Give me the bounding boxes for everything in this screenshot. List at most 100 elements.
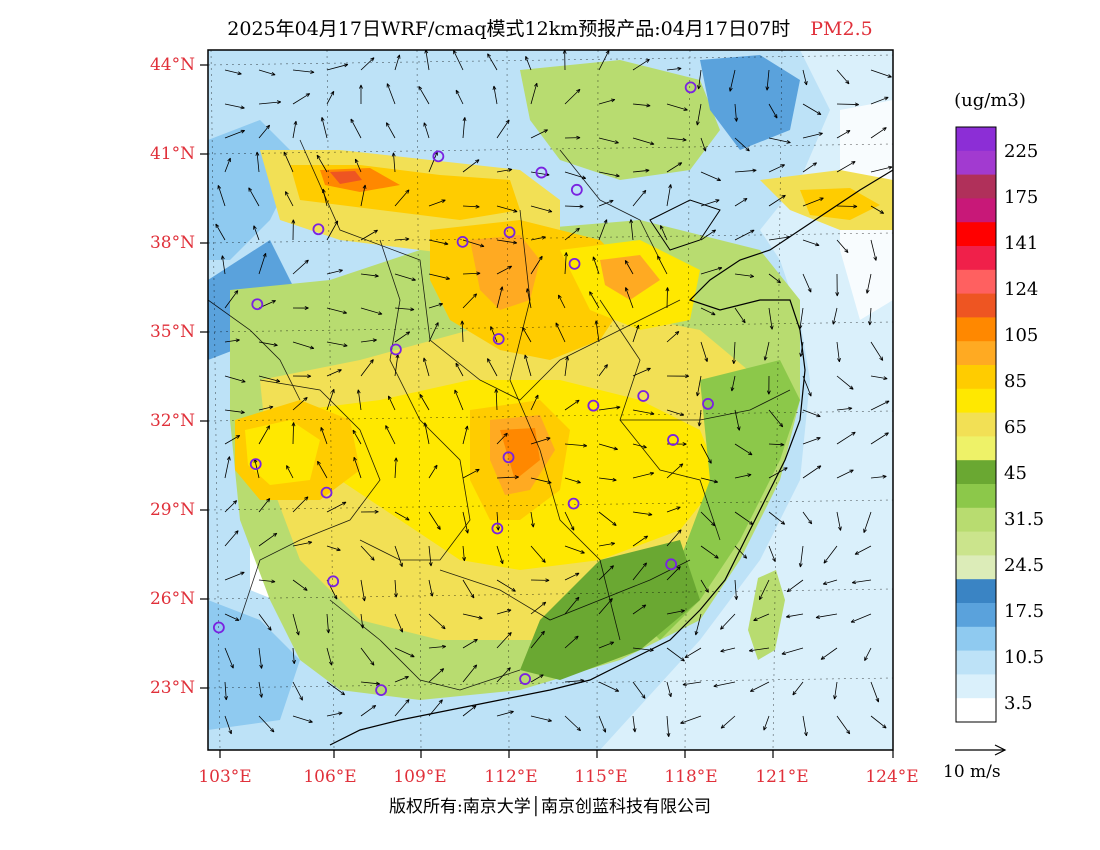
wind-vector <box>564 88 581 105</box>
wind-vector <box>598 681 620 692</box>
wind-vector <box>870 165 893 173</box>
wind-vector <box>320 117 328 139</box>
wind-vector <box>394 647 415 658</box>
wind-vector <box>248 187 260 207</box>
wind-vector <box>462 664 478 683</box>
legend-label-141: 141 <box>1004 233 1039 254</box>
wind-vector <box>530 578 550 583</box>
wind-vector <box>391 152 396 173</box>
wind-vector <box>864 647 872 661</box>
wind-vector <box>394 511 410 521</box>
wind-vector <box>564 204 584 209</box>
wind-vector <box>632 604 647 615</box>
legend-swatch <box>956 269 996 295</box>
chart-title: 2025年04月17日WRF/cmaq模式12km预报产品:04月17日07时 … <box>0 14 1100 41</box>
wind-vector <box>394 307 415 312</box>
wind-vector <box>530 545 546 563</box>
wind-vector <box>462 271 481 276</box>
wind-vector <box>763 715 770 731</box>
wind-vector <box>700 229 717 241</box>
wind-vector <box>734 409 741 431</box>
legend-swatch <box>956 150 996 176</box>
wind-vector <box>394 457 398 479</box>
wind-vector <box>292 715 313 723</box>
wind-vector <box>394 189 410 207</box>
wind-vector <box>428 644 447 649</box>
wind-vector <box>836 130 851 139</box>
wind-vector <box>798 307 804 330</box>
wind-vector <box>598 565 614 581</box>
wind-vector <box>697 69 702 90</box>
wind-vector <box>564 171 587 180</box>
legend-label-17-5: 17.5 <box>1004 601 1045 622</box>
wind-vector <box>734 545 748 559</box>
wind-vector <box>292 540 313 547</box>
legend-label-85: 85 <box>1004 371 1027 392</box>
wind-vector <box>802 162 818 173</box>
copyright-text: 版权所有:南京大学│南京创蓝科技有限公司 <box>389 797 711 817</box>
wind-vector <box>666 137 687 142</box>
wind-vector <box>326 545 341 552</box>
legend-swatch <box>956 650 996 675</box>
wind-vector <box>462 159 480 173</box>
wind-vector <box>632 471 655 479</box>
legend-label-31-5: 31.5 <box>1004 509 1045 530</box>
wind-vector <box>320 427 328 445</box>
wind-vector <box>455 89 464 105</box>
wind-vector <box>802 132 823 139</box>
wind-vector <box>632 443 647 449</box>
wind-vector <box>326 613 331 634</box>
wind-vector <box>786 579 804 593</box>
station-marker <box>456 235 469 248</box>
wind-vector <box>428 668 445 683</box>
wind-vector <box>666 162 683 173</box>
wind-vector <box>394 613 403 633</box>
wind-vector <box>564 252 569 275</box>
wind-vector <box>598 364 608 377</box>
station-marker <box>491 522 504 535</box>
wind-vector <box>598 715 607 733</box>
legend-label-65: 65 <box>1004 417 1027 438</box>
wind-vector <box>629 219 634 241</box>
wind-vector <box>462 705 477 717</box>
wind-vector <box>258 647 264 669</box>
wind-vector <box>258 69 276 76</box>
station-marker <box>312 223 325 236</box>
wind-vector <box>592 256 600 275</box>
station-marker <box>320 486 333 499</box>
wind-vector <box>360 613 365 629</box>
wind-vector <box>455 362 464 377</box>
wind-vector <box>496 545 504 565</box>
wind-vector <box>836 469 854 479</box>
wind-vector <box>833 681 838 700</box>
wind-vector <box>666 529 682 547</box>
wind-vector <box>802 69 808 86</box>
wind-vector <box>385 122 396 139</box>
wind-vector <box>360 647 375 666</box>
wind-vector <box>394 545 403 568</box>
wind-vector <box>768 409 784 428</box>
wind-vector <box>428 579 434 597</box>
wind-vector <box>695 375 702 397</box>
station-marker <box>502 451 515 464</box>
wind-vector <box>258 375 281 383</box>
wind-vector <box>386 83 396 105</box>
wind-vector <box>734 137 750 152</box>
wind-vector <box>530 394 539 411</box>
wind-vector <box>530 129 549 139</box>
wind-vector <box>462 204 480 209</box>
wind-vector <box>766 375 771 395</box>
wind-vector <box>428 239 449 246</box>
wind-vector <box>292 306 309 310</box>
wind-vector <box>496 632 512 649</box>
wind-vector <box>700 266 723 275</box>
wind-vector <box>632 715 637 733</box>
wind-vector <box>632 647 654 652</box>
station-markers <box>212 81 714 697</box>
wind-vector <box>700 477 719 484</box>
wind-vector <box>360 307 383 316</box>
legend-label-105: 105 <box>1004 325 1039 346</box>
wind-vector <box>734 229 755 241</box>
wind-vector <box>490 326 498 343</box>
